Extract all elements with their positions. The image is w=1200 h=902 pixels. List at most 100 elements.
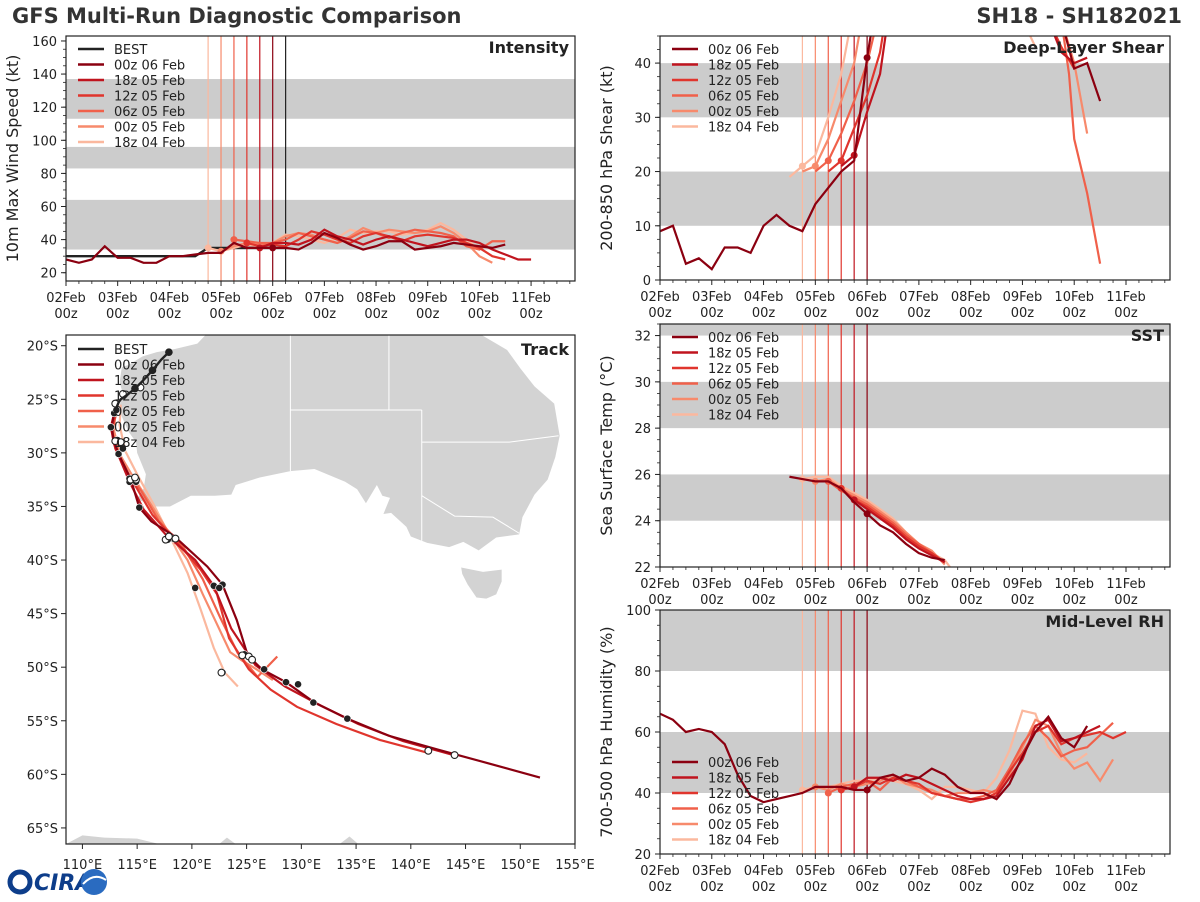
rh-xtick-day: 11Feb <box>1106 864 1146 879</box>
intensity-xtick-day: 06Feb <box>253 291 293 306</box>
track-xtick-label: 130°E <box>282 858 322 873</box>
intensity-xtick-day: 08Feb <box>356 291 396 306</box>
panel-rh: 2040608010002Feb00z03Feb00z04Feb00z05Feb… <box>597 604 1171 895</box>
rh-xtick-hour: 00z <box>959 880 983 895</box>
sst-xtick-day: 05Feb <box>796 577 836 592</box>
shear-series-line-1 <box>840 36 1088 167</box>
intensity-xtick-day: 02Feb <box>46 291 86 306</box>
track-ytick-label: 65°S <box>27 822 58 837</box>
rh-panel-title: Mid-Level RH <box>1045 612 1164 631</box>
track-ytick-label: 60°S <box>27 768 58 783</box>
sst-xtick-day: 11Feb <box>1106 577 1146 592</box>
sst-xtick-day: 09Feb <box>1003 577 1043 592</box>
track-xtick-label: 135°E <box>336 858 376 873</box>
rh-ylabel: 700-500 hPa Humidity (%) <box>597 626 616 837</box>
track-marker-open <box>164 532 173 541</box>
sst-ytick-label: 22 <box>634 561 651 576</box>
legend-label: 00z 05 Feb <box>708 818 779 833</box>
rh-series-line-1 <box>853 718 1101 801</box>
antarctica-landmass <box>339 836 359 844</box>
shear-ytick-label: 10 <box>634 220 651 235</box>
track-marker-open <box>217 668 226 677</box>
rh-series-line-0 <box>660 712 1089 804</box>
legend-label: 18z 05 Feb <box>114 74 185 89</box>
shear-xtick-hour: 00z <box>1063 306 1087 321</box>
legend-label: 06z 05 Feb <box>114 105 185 120</box>
intensity-xtick-hour: 00z <box>468 307 492 322</box>
rh-plot-area <box>660 610 1170 854</box>
shear-ytick-label: 30 <box>634 111 651 126</box>
track-best-marker <box>148 366 157 375</box>
track-marker-open <box>171 534 180 543</box>
sst-ytick-label: 26 <box>634 468 651 483</box>
intensity-frame <box>65 35 576 282</box>
rh-ytick-label: 80 <box>634 665 651 680</box>
intensity-xtick-hour: 00z <box>209 307 233 322</box>
track-xtick-label: 115°E <box>117 858 157 873</box>
rh-xtick-day: 08Feb <box>951 864 991 879</box>
intensity-xtick-hour: 00z <box>416 307 440 322</box>
intensity-xtick-day: 10Feb <box>460 291 500 306</box>
sst-xtick-hour: 00z <box>959 593 983 608</box>
legend-label: 12z 05 Feb <box>708 74 779 89</box>
shear-xtick-day: 05Feb <box>796 290 836 305</box>
cira-logo: CIRA <box>4 866 108 898</box>
legend-label: 06z 05 Feb <box>114 405 185 420</box>
track-marker-filled <box>343 714 352 723</box>
sst-shade-band-1 <box>660 381 1170 429</box>
intensity-xtick-hour: 00z <box>364 307 388 322</box>
intensity-xtick-hour: 00z <box>261 307 285 322</box>
legend-label: 18z 04 Feb <box>708 121 779 136</box>
intensity-panel-title: Intensity <box>489 38 570 57</box>
shear-xtick-hour: 00z <box>907 306 931 321</box>
panel-shear: 01020304002Feb00z03Feb00z04Feb00z05Feb00… <box>597 35 1171 321</box>
legend-label: 18z 05 Feb <box>114 374 185 389</box>
shear-ytick-label: 40 <box>634 57 651 72</box>
sst-ylabel: Sea Surface Temp (°C) <box>597 355 616 535</box>
rh-xtick-hour: 00z <box>1114 880 1138 895</box>
sst-xtick-day: 02Feb <box>640 577 680 592</box>
rh-xtick-hour: 00z <box>752 880 776 895</box>
rh-ytick-label: 40 <box>634 787 651 802</box>
intensity-ytick-label: 120 <box>32 101 57 116</box>
intensity-ytick-label: 20 <box>40 267 57 282</box>
track-best-marker <box>165 348 173 356</box>
track-marker-filled <box>106 423 115 432</box>
sst-xtick-day: 08Feb <box>951 577 991 592</box>
track-xtick-label: 155°E <box>555 858 595 873</box>
panel-track: 110°E 115°E 120°E 125°E 130°E 135°E 140°E 145°E… <box>27 334 595 873</box>
figure-title: GFS Multi-Run Diagnostic Comparison <box>12 4 462 28</box>
shear-series-marker-3 <box>824 157 832 165</box>
intensity-ytick-label: 80 <box>40 167 57 182</box>
shear-xtick-day: 11Feb <box>1106 290 1146 305</box>
rh-xtick-day: 06Feb <box>847 864 887 879</box>
legend-label: 12z 05 Feb <box>114 390 185 405</box>
shear-xtick-hour: 00z <box>804 306 828 321</box>
rh-xtick-day: 03Feb <box>692 864 732 879</box>
legend-label: 00z 06 Feb <box>708 43 779 58</box>
track-panel-title: Track <box>521 340 569 359</box>
state-border-4 <box>421 435 559 443</box>
shear-xtick-hour: 00z <box>959 306 983 321</box>
sst-shade-band-0 <box>660 474 1170 521</box>
intensity-ytick-label: 160 <box>32 35 57 50</box>
intensity-ytick-label: 100 <box>32 134 57 149</box>
shear-ylabel: 200-850 hPa Shear (kt) <box>597 65 616 251</box>
track-marker-filled <box>282 678 290 687</box>
shear-series-marker-2 <box>837 157 845 165</box>
legend-label: 18z 04 Feb <box>114 436 185 451</box>
intensity-ylabel: 10m Max Wind Speed (kt) <box>3 55 22 263</box>
track-ytick-label: 50°S <box>27 661 58 676</box>
intensity-series-line-0 <box>66 231 506 264</box>
track-marker-filled <box>215 583 224 592</box>
shear-series-line-0 <box>660 36 1102 271</box>
sst-xtick-day: 03Feb <box>692 577 732 592</box>
intensity-shade-band-1 <box>66 146 575 169</box>
shear-ytick-label: 0 <box>643 274 651 289</box>
intensity-xtick-hour: 00z <box>54 307 78 322</box>
intensity-xtick-hour: 00z <box>106 307 130 322</box>
sst-ytick-label: 28 <box>634 422 651 437</box>
track-xtick-label: 150°E <box>501 858 541 873</box>
shear-xtick-hour: 00z <box>648 306 672 321</box>
shear-xtick-day: 06Feb <box>847 290 887 305</box>
